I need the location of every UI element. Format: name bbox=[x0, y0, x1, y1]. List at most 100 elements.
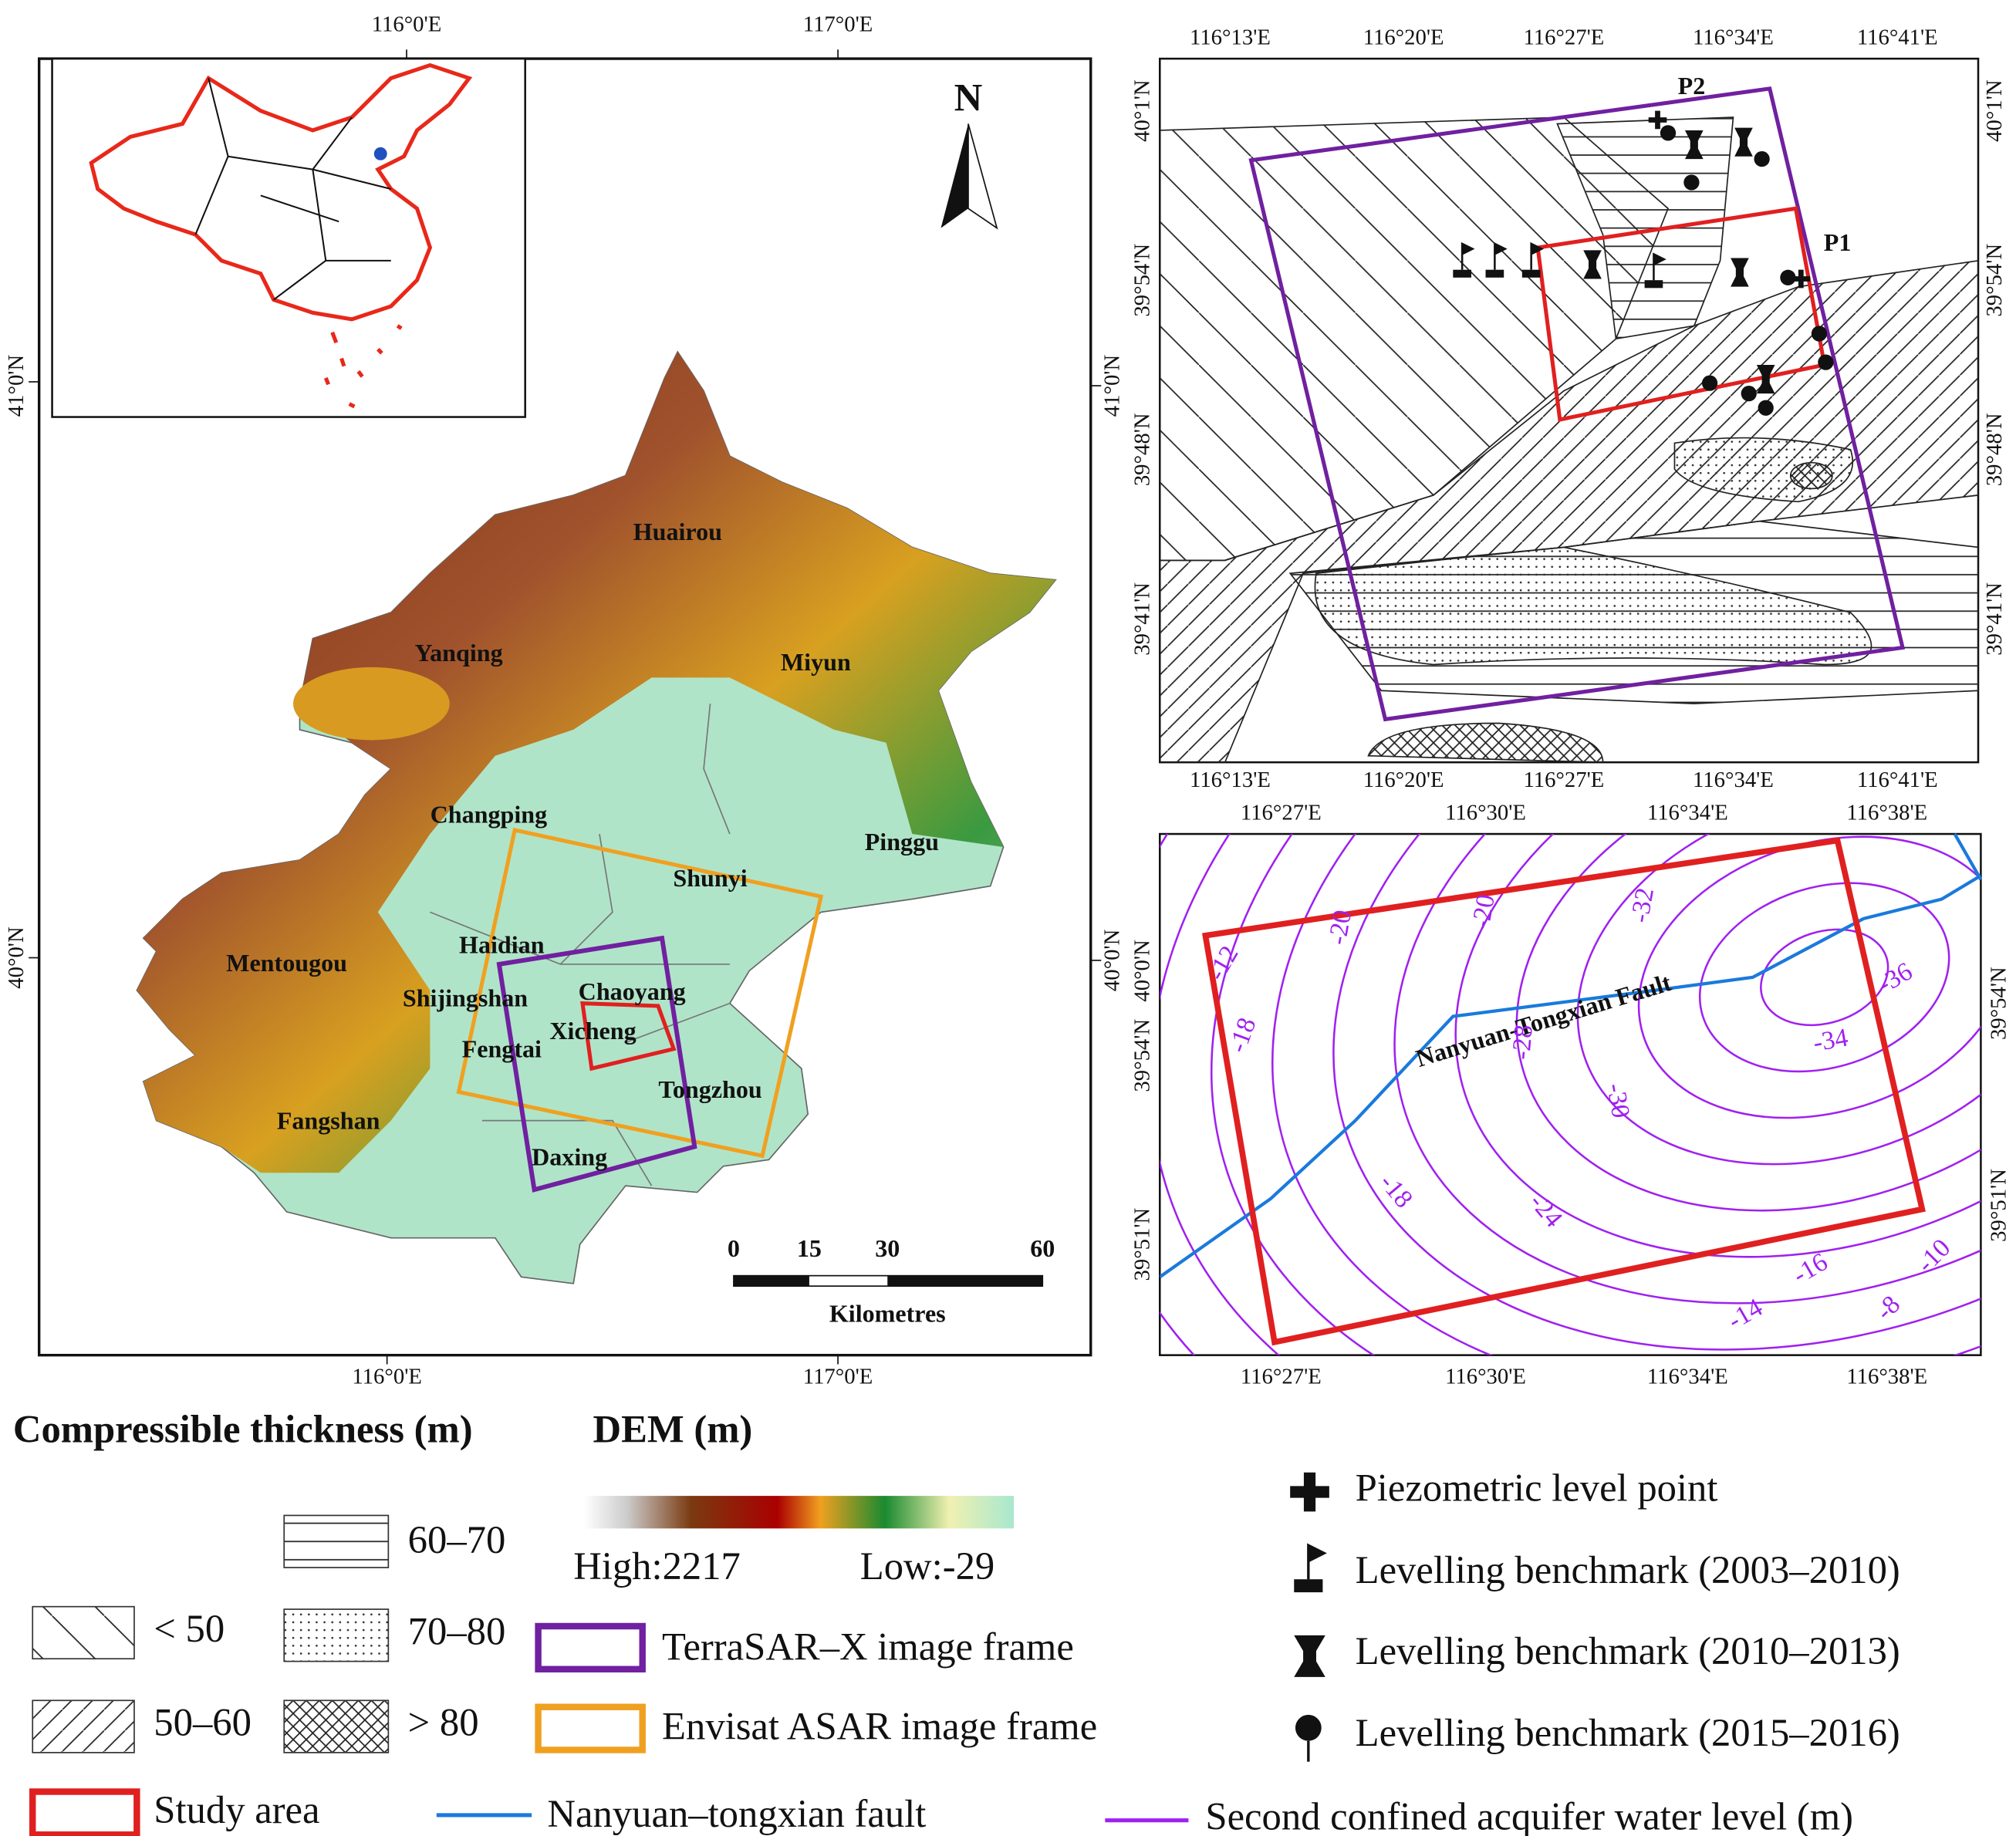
fault-line bbox=[1160, 874, 1981, 1279]
lon-label: 116°34'E bbox=[1693, 25, 1774, 49]
benchmarks bbox=[1453, 110, 1834, 416]
legend-label: Low:-29 bbox=[860, 1544, 994, 1588]
lat-label: 39°41'N bbox=[1130, 582, 1155, 656]
legend-label: < 50 bbox=[154, 1607, 225, 1650]
district-label: Pinggu bbox=[865, 828, 939, 856]
legend-label: Envisat ASAR image frame bbox=[662, 1705, 1097, 1748]
scale-label: 30 bbox=[875, 1234, 900, 1262]
lon-label: 116°34'E bbox=[1647, 800, 1728, 825]
lat-label: 39°48'N bbox=[1130, 413, 1155, 486]
lat-label: 40°1'N bbox=[1130, 79, 1155, 142]
contour-line bbox=[1515, 834, 1981, 1212]
contours bbox=[1160, 834, 1981, 1355]
lat-label: 41°0'N bbox=[4, 355, 29, 417]
legend-label: 50–60 bbox=[154, 1701, 252, 1744]
lat-label: 39°48'N bbox=[1982, 413, 2007, 486]
legend-label: Levelling benchmark (2003–2010) bbox=[1356, 1548, 1900, 1591]
district-label: Tongzhou bbox=[658, 1075, 761, 1103]
ticks bbox=[29, 49, 1102, 1365]
legend-label: High:2217 bbox=[573, 1544, 741, 1588]
lat-label: 39°41'N bbox=[1982, 582, 2007, 656]
district-label: Chaoyang bbox=[579, 977, 686, 1005]
lon-label: 117°0'E bbox=[803, 1365, 873, 1389]
legend-label: Nanyuan–tongxian fault bbox=[547, 1792, 926, 1835]
district-label: Haidian bbox=[459, 930, 545, 958]
legend-title: DEM (m) bbox=[593, 1408, 753, 1451]
district-lines bbox=[430, 704, 731, 1186]
legend-label: > 80 bbox=[408, 1701, 479, 1744]
thickness-gt80 bbox=[1789, 461, 1833, 490]
lon-label: 116°13'E bbox=[1190, 25, 1271, 49]
contour-label: -34 bbox=[1811, 1023, 1850, 1057]
lon-label: 116°27'E bbox=[1241, 800, 1322, 825]
islands bbox=[323, 324, 403, 409]
scale-bar bbox=[733, 1275, 809, 1287]
lon-label: 116°27'E bbox=[1241, 1365, 1322, 1389]
legend-symbols bbox=[1290, 1472, 1329, 1762]
lon-label: 116°34'E bbox=[1693, 768, 1774, 792]
lat-label: 39°54'N bbox=[1130, 1019, 1155, 1092]
envisat-frame bbox=[456, 827, 824, 1159]
contour-line bbox=[1454, 834, 1981, 1258]
contour-line bbox=[1698, 882, 1950, 1073]
terrasar-frame bbox=[496, 935, 697, 1193]
yanqing-basin bbox=[293, 667, 450, 741]
contour-label: -30 bbox=[1601, 1081, 1635, 1120]
legend-label: 70–80 bbox=[408, 1609, 506, 1652]
lon-label: 116°27'E bbox=[1523, 25, 1604, 49]
district-label: Mentougou bbox=[226, 949, 347, 977]
lon-label: 116°20'E bbox=[1363, 768, 1444, 792]
district-label: Daxing bbox=[532, 1143, 607, 1171]
province-lines bbox=[194, 78, 391, 301]
district-label: Shijingshan bbox=[403, 984, 528, 1012]
contour-label: -20 bbox=[1467, 893, 1501, 932]
study-area bbox=[580, 1001, 677, 1072]
study-area bbox=[1201, 837, 1926, 1346]
lon-label: 116°0'E bbox=[372, 12, 442, 36]
contour-line bbox=[1210, 834, 1981, 1355]
mountains bbox=[137, 352, 1056, 1173]
beijing-marker bbox=[373, 147, 387, 160]
point-label: P1 bbox=[1824, 228, 1852, 256]
legend-terrasar bbox=[535, 1622, 646, 1672]
lon-label: 116°41'E bbox=[1857, 768, 1938, 792]
lon-label: 116°41'E bbox=[1857, 25, 1938, 49]
legend-title: Compressible thickness (m) bbox=[13, 1408, 473, 1451]
legend-envisat bbox=[535, 1703, 646, 1753]
scale-label: 15 bbox=[797, 1234, 822, 1262]
contour-label: -28 bbox=[1507, 1024, 1538, 1061]
lon-label: 116°34'E bbox=[1647, 1365, 1728, 1389]
district-label: Shunyi bbox=[673, 864, 747, 892]
lon-label: 116°38'E bbox=[1846, 1365, 1927, 1389]
lat-label: 39°54'N bbox=[1986, 967, 2011, 1040]
dem-colorbar bbox=[583, 1496, 1015, 1529]
lat-label: 39°54'N bbox=[1130, 244, 1155, 317]
lon-label: 116°27'E bbox=[1523, 768, 1604, 792]
scale-label: 0 bbox=[728, 1234, 740, 1262]
lon-label: 116°13'E bbox=[1190, 768, 1271, 792]
north-label: N bbox=[954, 76, 983, 119]
contour-line bbox=[1760, 928, 1889, 1027]
lon-label: 116°0'E bbox=[352, 1365, 422, 1389]
district-label: Huairou bbox=[633, 518, 722, 545]
fault-line bbox=[1953, 833, 1983, 881]
district-label: Xicheng bbox=[549, 1017, 636, 1045]
lon-label: 116°30'E bbox=[1445, 800, 1526, 825]
district-label: Changping bbox=[431, 800, 548, 828]
thickness-50-60 bbox=[1160, 260, 1979, 763]
lon-label: 116°38'E bbox=[1846, 800, 1927, 825]
lat-label: 39°51'N bbox=[1130, 1207, 1155, 1281]
legend-label: Second confined acquifer water level (m) bbox=[1205, 1794, 1853, 1836]
district-label: Miyun bbox=[781, 648, 851, 676]
lat-label: 41°0'N bbox=[1100, 355, 1125, 417]
legend-label: Study area bbox=[154, 1788, 319, 1831]
contour-label: -20 bbox=[1323, 908, 1357, 947]
lat-label: 40°0'N bbox=[1100, 929, 1125, 991]
lon-label: 117°0'E bbox=[803, 12, 873, 36]
lon-label: 116°20'E bbox=[1363, 25, 1444, 49]
point-label: P2 bbox=[1678, 72, 1706, 100]
thickness-gt80 bbox=[1367, 722, 1604, 763]
legend-study-area bbox=[29, 1788, 140, 1836]
water-map-frame bbox=[1159, 832, 1982, 1356]
legend-label: Levelling benchmark (2015–2016) bbox=[1356, 1711, 1900, 1754]
